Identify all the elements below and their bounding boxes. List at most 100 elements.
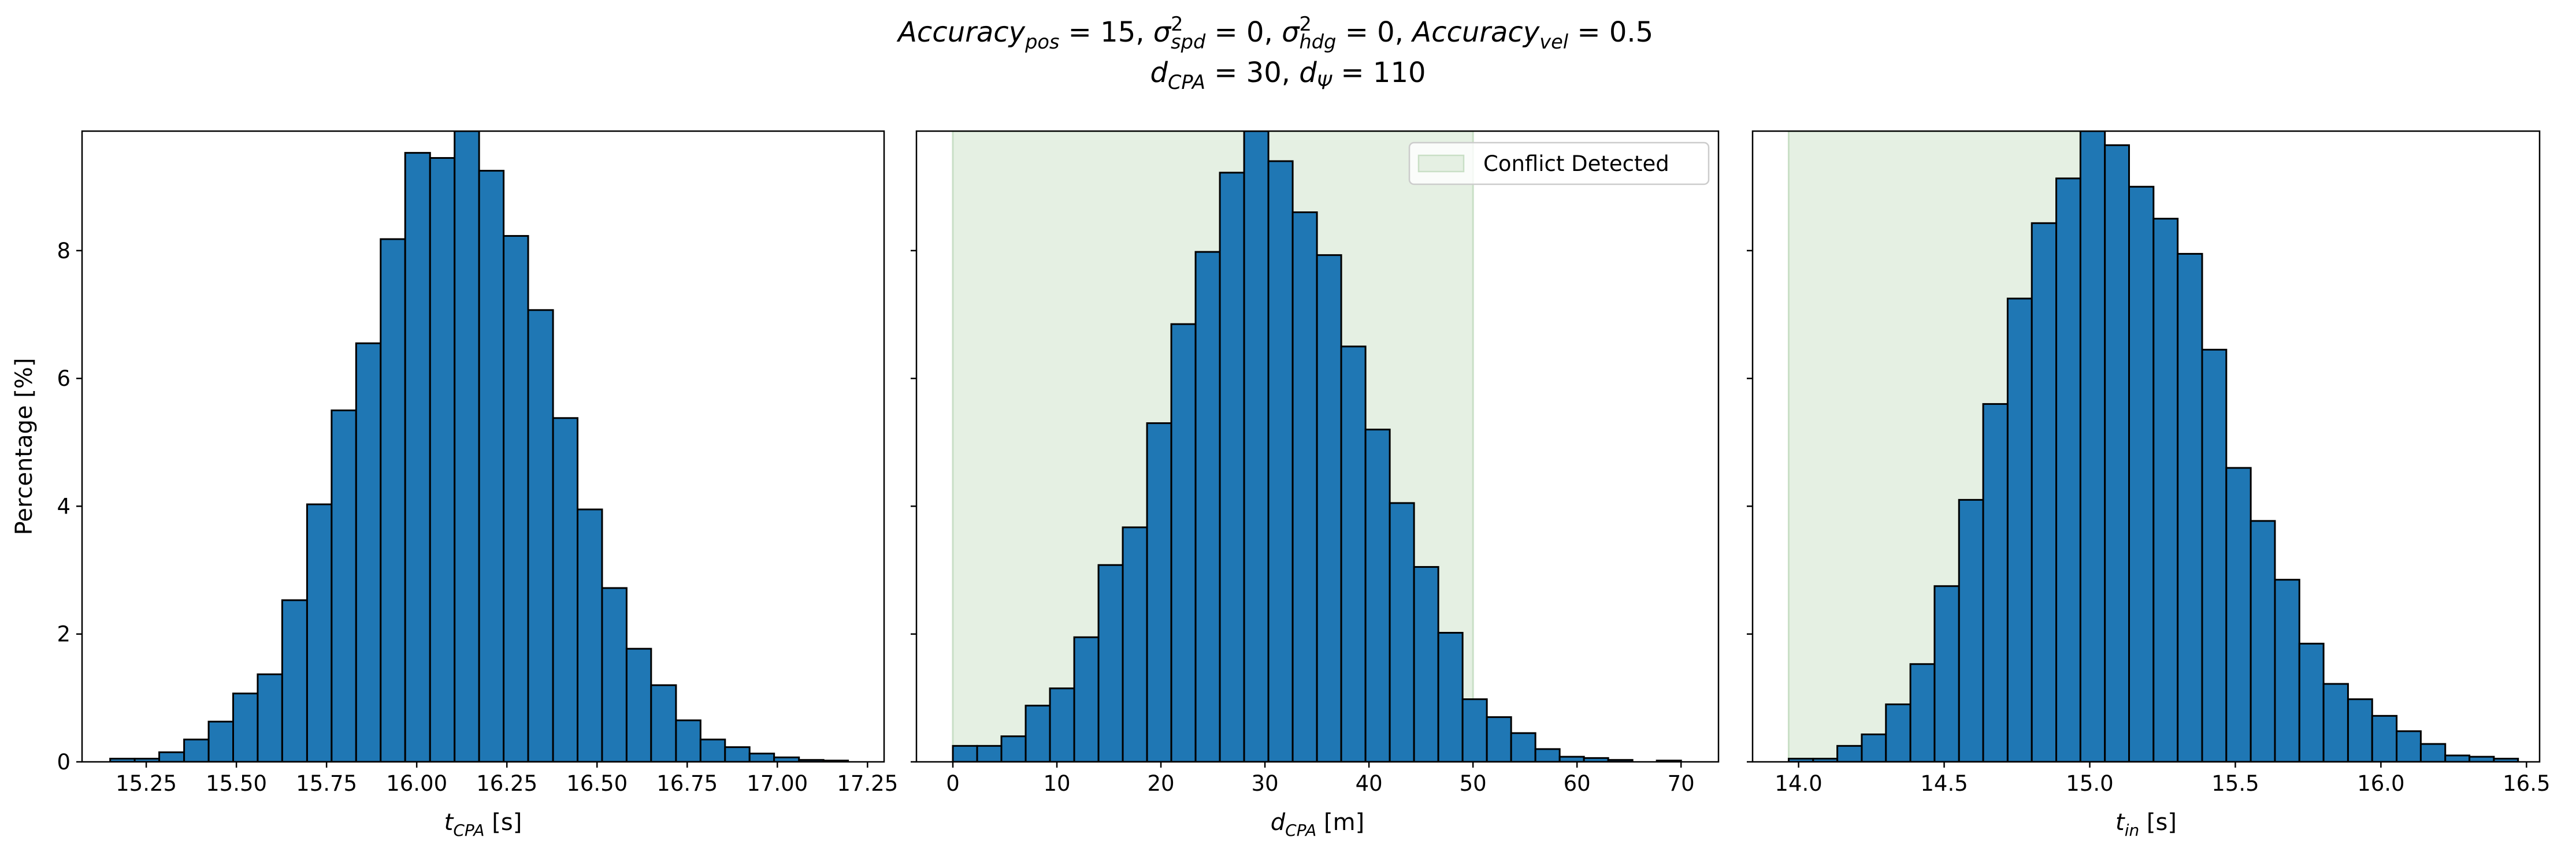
bar — [2493, 757, 2519, 762]
bar — [1958, 498, 1984, 762]
bar — [699, 738, 726, 762]
y-tick-label: 2 — [57, 622, 70, 647]
text-part: Accuracy — [1411, 16, 1540, 49]
text-part: hdg — [1300, 31, 1337, 53]
bar — [2371, 714, 2398, 762]
x-tick-label: 20 — [1148, 771, 1175, 796]
text-part: spd — [1171, 31, 1206, 53]
bar — [1982, 403, 2009, 762]
bar — [2444, 754, 2471, 762]
plot-area — [109, 131, 849, 762]
panel: 15.25 15.50 15.75 16.00 16.25 16.50 16.75 17.00… — [57, 130, 898, 796]
bar — [552, 417, 579, 762]
bar — [2419, 743, 2447, 762]
bar — [1534, 748, 1561, 762]
bar — [380, 238, 406, 762]
x-tick-label: 50 — [1460, 771, 1487, 796]
x-tick-label: 30 — [1252, 771, 1279, 796]
text-part: vel — [1539, 31, 1569, 53]
bar — [257, 673, 283, 762]
bar — [1243, 131, 1270, 762]
bar — [1861, 733, 1887, 762]
bar — [1461, 698, 1488, 762]
bar — [1885, 703, 1911, 762]
bar — [2347, 698, 2373, 762]
text-part: 2 — [1171, 13, 1183, 35]
bar — [2177, 252, 2203, 762]
bar — [1413, 566, 1439, 762]
bar — [2055, 177, 2081, 762]
bar — [1437, 632, 1464, 762]
text-part: CPA — [1285, 821, 1316, 840]
axes-frame — [1751, 130, 2541, 763]
x-tick-label: 14.5 — [1920, 771, 1968, 796]
bar — [1909, 663, 1936, 762]
bar — [306, 503, 333, 762]
bar — [1122, 526, 1148, 762]
bar — [1486, 716, 1512, 762]
bar — [2322, 683, 2349, 762]
bar — [748, 753, 775, 762]
bar — [527, 309, 554, 762]
x-tick-label: 40 — [1356, 771, 1383, 796]
text-part: = 15, — [1059, 16, 1153, 49]
y-tick-label: 4 — [57, 494, 70, 519]
bar — [1340, 345, 1367, 762]
text-part: [s] — [485, 809, 522, 836]
text-part: d — [1271, 809, 1286, 836]
x-tick-label: 16.25 — [476, 771, 537, 796]
x-tick-label: 14.0 — [1775, 771, 1822, 796]
bar — [1389, 502, 1415, 762]
bar — [2396, 730, 2422, 762]
text-part: CPA — [453, 821, 484, 840]
text-part: = 0.5 — [1568, 16, 1653, 49]
y-tick-label: 6 — [57, 366, 70, 391]
plot-area — [952, 131, 1682, 762]
bar — [1025, 705, 1051, 762]
legend-label: Conflict Detected — [1483, 151, 1669, 176]
x-tick-label: 15.75 — [296, 771, 357, 796]
panel: 14.0 14.5 15.0 15.5 16.0 16.5 — [1747, 130, 2551, 796]
panel: 0 10 20 30 40 50 60 70 Conflict Detected — [911, 130, 1720, 796]
x-tick-label: 16.50 — [566, 771, 628, 796]
x-tick-label: 15.5 — [2211, 771, 2259, 796]
legend-box — [1408, 142, 1710, 185]
bar — [952, 745, 978, 762]
x-tick-label: 15.0 — [2066, 771, 2113, 796]
x-tick-label: 16.5 — [2503, 771, 2550, 796]
x-tick-label: 16.75 — [656, 771, 718, 796]
bar — [1316, 254, 1342, 762]
text-part: Ψ — [1317, 71, 1332, 94]
bar — [232, 693, 259, 762]
bar — [2274, 579, 2300, 762]
bar — [331, 409, 357, 762]
x-tick-label: 17.25 — [837, 771, 898, 796]
text-part: in — [2125, 821, 2140, 840]
bar — [976, 745, 1003, 762]
y-axis-label: Percentage [%] — [11, 358, 38, 535]
bar — [1558, 755, 1585, 762]
x-axis-label: tin [s] — [2115, 809, 2177, 840]
bar — [2469, 755, 2495, 762]
x-tick-label: 0 — [946, 771, 960, 796]
bar — [1097, 564, 1124, 762]
text-part: [s] — [2139, 809, 2177, 836]
x-axis-label: tCPA [s] — [444, 809, 522, 840]
text-part: d — [1150, 57, 1168, 89]
bar — [601, 587, 628, 762]
bar — [1194, 251, 1221, 762]
bar — [207, 720, 234, 762]
bar — [355, 342, 382, 762]
text-part: 2 — [1300, 13, 1312, 35]
x-tick-label: 60 — [1564, 771, 1591, 796]
text-part: d — [1299, 57, 1317, 89]
bar — [2152, 218, 2179, 762]
bar — [724, 746, 751, 762]
x-tick-label: 10 — [1043, 771, 1070, 796]
bar — [404, 152, 431, 762]
bar — [1836, 745, 1863, 762]
bar — [1267, 160, 1294, 762]
bar — [2079, 131, 2106, 762]
bar — [1146, 422, 1172, 762]
x-axis-label: dCPA [m] — [1271, 809, 1364, 840]
